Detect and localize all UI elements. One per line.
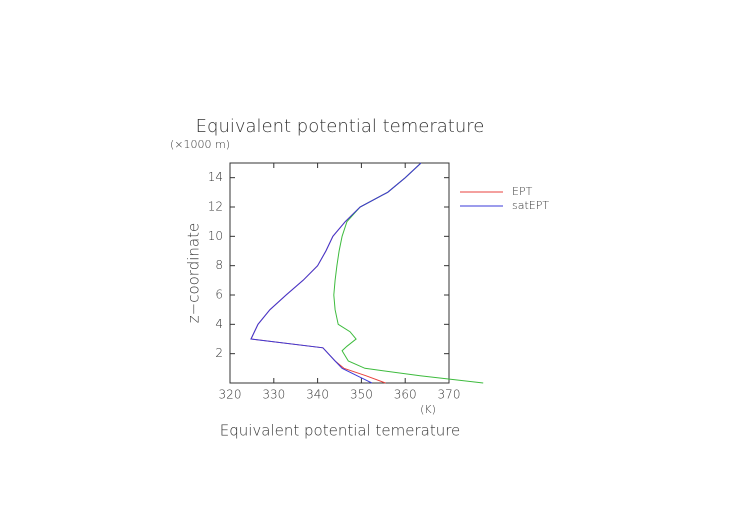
legend-label: satEPT bbox=[512, 199, 549, 212]
x-tick-label: 320 bbox=[219, 388, 242, 402]
y-tick-label: 14 bbox=[208, 170, 223, 184]
y-unit: (×1000 m) bbox=[170, 138, 230, 151]
chart-title: Equivalent potential temerature bbox=[196, 116, 485, 137]
x-tick-label: 370 bbox=[438, 388, 461, 402]
y-tick-label: 10 bbox=[208, 229, 223, 243]
y-tick-label: 8 bbox=[215, 258, 223, 272]
legend-label: EPT bbox=[512, 185, 533, 198]
plot-frame bbox=[229, 162, 450, 384]
y-tick-label: 4 bbox=[215, 317, 223, 331]
y-tick-label: 2 bbox=[215, 346, 223, 360]
data-line bbox=[250, 162, 422, 384]
y-tick-label: 12 bbox=[208, 200, 223, 214]
y-tick-label: 6 bbox=[215, 288, 223, 302]
x-tick-label: 340 bbox=[306, 388, 329, 402]
x-axis-label: Equivalent potential temerature bbox=[220, 422, 461, 440]
x-tick-label: 330 bbox=[262, 388, 285, 402]
x-tick-label: 360 bbox=[394, 388, 417, 402]
y-axis-label: z−coordinate bbox=[185, 223, 203, 323]
x-unit: (K) bbox=[420, 403, 436, 416]
data-line bbox=[333, 162, 484, 384]
x-tick-label: 350 bbox=[350, 388, 373, 402]
